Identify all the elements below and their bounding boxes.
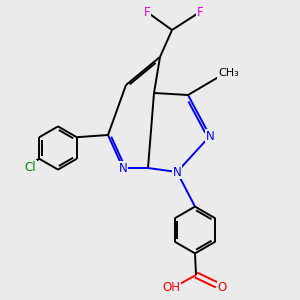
Text: Cl: Cl	[25, 160, 36, 174]
Text: O: O	[218, 281, 227, 294]
Text: N: N	[118, 161, 127, 175]
Text: CH₃: CH₃	[218, 68, 239, 79]
Text: OH: OH	[162, 281, 180, 294]
Text: F: F	[144, 5, 150, 19]
Text: N: N	[206, 130, 214, 142]
Text: N: N	[172, 166, 182, 178]
Text: F: F	[197, 5, 203, 19]
